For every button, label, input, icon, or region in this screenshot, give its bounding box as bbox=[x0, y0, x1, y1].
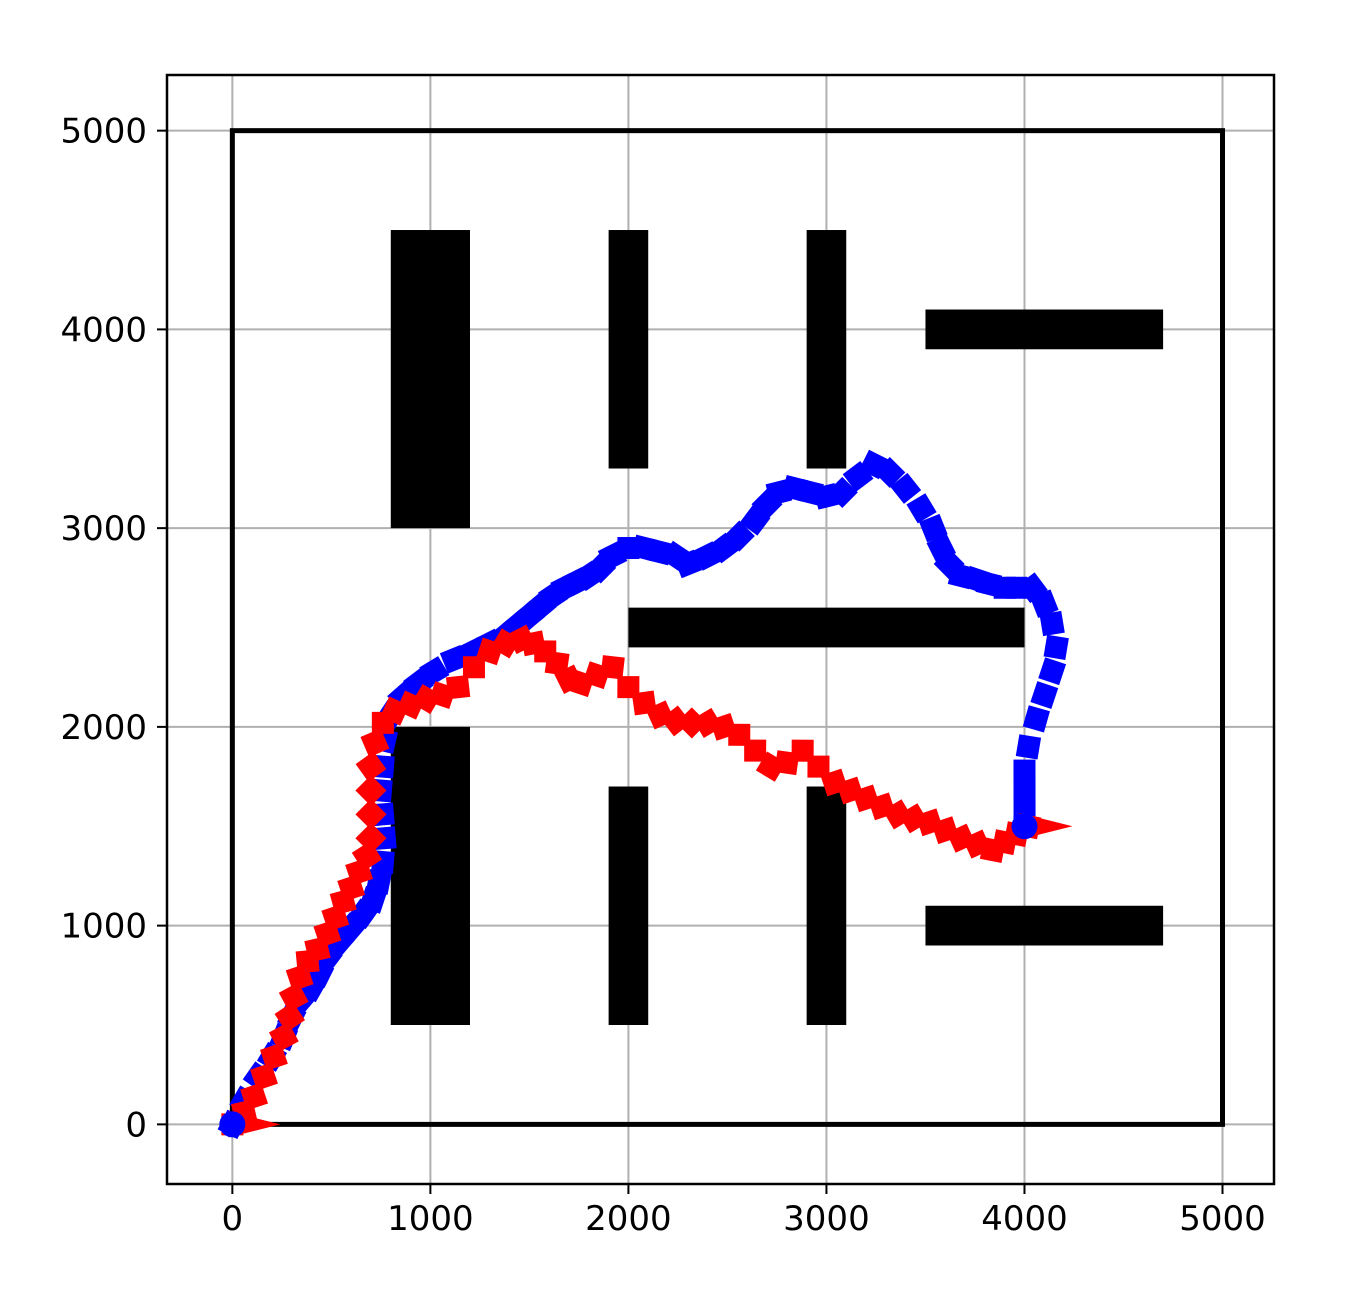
axis-ticks bbox=[157, 129, 1224, 1194]
x-tick-label-3: 3000 bbox=[783, 1199, 870, 1239]
obstacle-6 bbox=[608, 786, 649, 1026]
series-1-point-20 bbox=[355, 751, 387, 782]
y-tick-label-0: 0 bbox=[125, 1105, 147, 1145]
series-1-point-2 bbox=[240, 1082, 269, 1111]
series-1-point-5 bbox=[268, 1021, 299, 1052]
y-tick-label-4: 4000 bbox=[60, 310, 147, 350]
y-tick-label-3: 3000 bbox=[60, 509, 147, 549]
series-1-point-51 bbox=[807, 755, 830, 778]
series-1-point-34 bbox=[544, 650, 570, 676]
series-1-point-39 bbox=[617, 676, 640, 699]
series-0-point-57 bbox=[906, 493, 937, 524]
y-tick-label-1: 1000 bbox=[60, 907, 147, 947]
series-0-point-75 bbox=[1013, 779, 1036, 802]
start-markers bbox=[219, 813, 1073, 1138]
series-0 bbox=[217, 449, 1069, 1140]
series-0-point-58 bbox=[919, 513, 948, 543]
series-0-point-70 bbox=[1038, 657, 1067, 686]
series-0-point-25 bbox=[439, 644, 469, 674]
pose-marker-0 bbox=[219, 1111, 246, 1138]
environment-boundary bbox=[229, 128, 1226, 1127]
x-tick-label-0: 0 bbox=[222, 1199, 244, 1239]
series-0-point-69 bbox=[1043, 634, 1069, 661]
x-tick-label-4: 4000 bbox=[981, 1199, 1068, 1239]
x-tick-label-5: 5000 bbox=[1179, 1199, 1266, 1239]
series-1-point-47 bbox=[744, 739, 767, 762]
series-1-point-3 bbox=[250, 1062, 278, 1091]
series-1-point-7 bbox=[278, 982, 309, 1013]
series-0-point-42 bbox=[673, 549, 703, 579]
series-1-point-17 bbox=[355, 822, 387, 854]
x-tick-label-2: 2000 bbox=[585, 1199, 672, 1239]
boundary-rect bbox=[229, 128, 1226, 1127]
series-0-point-52 bbox=[826, 476, 858, 508]
series-0-point-45 bbox=[723, 520, 755, 552]
series-1-point-21 bbox=[360, 728, 390, 758]
series-0-point-71 bbox=[1030, 681, 1059, 709]
obstacle-3 bbox=[925, 309, 1164, 350]
obstacles bbox=[390, 230, 1164, 1026]
obstacle-0 bbox=[390, 230, 470, 529]
series-0-point-55 bbox=[874, 456, 906, 489]
obstacle-2 bbox=[806, 230, 847, 469]
tick-labels: 0 1000 2000 3000 4000 5000 0 1000 2000 3000 4000 50… bbox=[60, 112, 1265, 1239]
series-0-point-24 bbox=[419, 656, 450, 687]
series-1-point-28 bbox=[462, 656, 485, 679]
y-tick-label-5: 5000 bbox=[60, 112, 147, 152]
x-tick-label-1: 1000 bbox=[387, 1199, 474, 1239]
series-0-point-56 bbox=[890, 472, 922, 504]
obstacle-5 bbox=[390, 726, 470, 1026]
obstacle-4 bbox=[628, 607, 1025, 648]
series-0-point-14 bbox=[365, 868, 392, 895]
y-tick-label-2: 2000 bbox=[60, 708, 147, 748]
series-1-point-38 bbox=[600, 655, 625, 680]
series-1-point-27 bbox=[445, 674, 471, 700]
series-0-point-67 bbox=[1030, 589, 1059, 618]
series-0-point-73 bbox=[1015, 734, 1042, 760]
obstacle-1 bbox=[608, 230, 649, 469]
series-1-point-6 bbox=[274, 1001, 306, 1033]
series-0-point-72 bbox=[1022, 705, 1050, 733]
series-1-point-18 bbox=[355, 798, 387, 830]
series-1-point-19 bbox=[355, 774, 387, 807]
obstacle-8 bbox=[925, 905, 1164, 946]
obstacle-7 bbox=[806, 786, 847, 1026]
plot-frame bbox=[165, 73, 1276, 1186]
pose-marker-1 bbox=[1011, 813, 1038, 840]
series-0-point-68 bbox=[1039, 610, 1065, 637]
series-0-point-74 bbox=[1013, 759, 1036, 782]
